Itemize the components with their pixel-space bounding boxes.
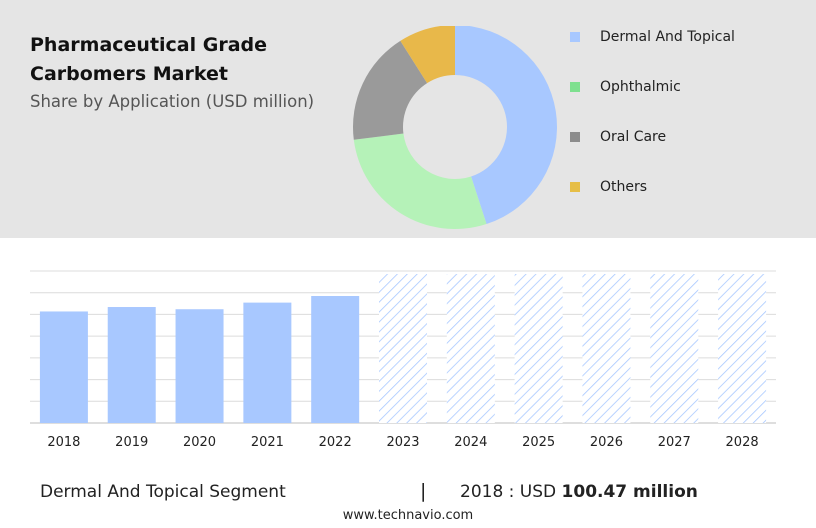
donut-chart — [353, 26, 557, 229]
legend-swatch — [570, 32, 580, 42]
legend-swatch — [570, 82, 580, 92]
x-tick-label: 2020 — [183, 435, 216, 450]
bar-2022 — [311, 296, 360, 423]
source-link[interactable]: www.technavio.com — [342, 508, 474, 523]
footer-value: 2018 : USD 100.47 million — [460, 482, 698, 502]
footer-segment-label: Dermal And Topical Segment — [40, 482, 286, 502]
legend-label: Ophthalmic — [600, 79, 681, 95]
x-tick-label: 2027 — [658, 435, 691, 450]
legend-label: Others — [600, 179, 648, 195]
footer-separator: | — [420, 480, 427, 502]
donut-slice-ophthalmic — [353, 133, 487, 229]
x-tick-label: 2025 — [522, 435, 555, 450]
forecast-bar-2028 — [718, 274, 767, 423]
forecast-bar-2026 — [582, 274, 631, 423]
chart-title: Pharmaceutical Grade Carbomers Market — [30, 34, 268, 85]
x-tick-label: 2026 — [590, 435, 623, 450]
bar-2021 — [243, 302, 292, 423]
x-tick-label: 2019 — [115, 435, 148, 450]
x-tick-label: 2024 — [454, 435, 487, 450]
legend-swatch — [570, 132, 580, 142]
legend-swatch — [570, 182, 580, 192]
donut-slice-oral-care — [353, 40, 428, 140]
bar-2020 — [175, 309, 224, 423]
legend-item: Oral Care — [570, 112, 735, 162]
legend: Dermal And Topical Ophthalmic Oral Care … — [570, 12, 735, 212]
footer-value-amount: 100.47 million — [561, 482, 698, 502]
legend-item: Others — [570, 162, 735, 212]
donut-slice-dermal-and-topical — [455, 26, 557, 225]
forecast-bar-2025 — [514, 274, 563, 423]
chart-subtitle: Share by Application (USD million) — [30, 92, 315, 111]
x-tick-label: 2022 — [319, 435, 352, 450]
legend-item: Dermal And Topical — [570, 12, 735, 62]
x-tick-label: 2018 — [47, 435, 80, 450]
bar-chart: 2018 2019 2020 2021 2022 2023 2024 2025 2026 2027… — [30, 270, 776, 450]
forecast-bar-2023 — [379, 274, 427, 423]
legend-label: Oral Care — [600, 129, 667, 145]
legend-label: Dermal And Topical — [600, 29, 735, 45]
bar-2019 — [107, 307, 156, 423]
footer-value-prefix: 2018 : USD — [460, 482, 557, 502]
x-tick-label: 2023 — [386, 435, 419, 450]
x-tick-label: 2028 — [726, 435, 759, 450]
forecast-bar-2027 — [650, 274, 699, 423]
bar-2018 — [39, 311, 88, 423]
legend-item: Ophthalmic — [570, 62, 735, 112]
forecast-bar-2024 — [446, 274, 495, 423]
x-tick-label: 2021 — [251, 435, 284, 450]
donut-slice-others — [400, 26, 455, 84]
